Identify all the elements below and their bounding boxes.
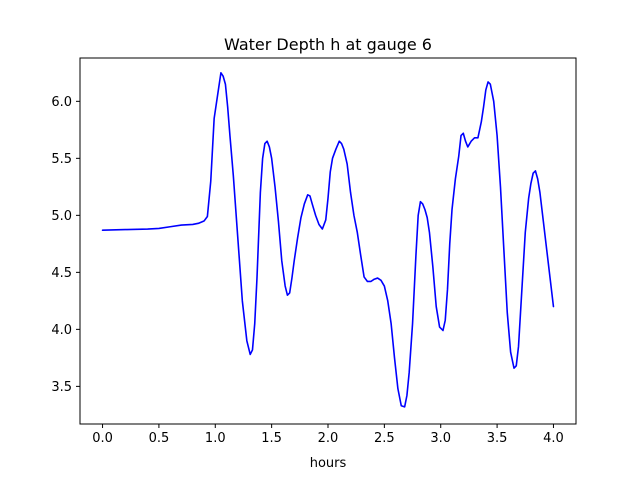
x-tick-label: 2.0 xyxy=(318,431,339,446)
y-tick-label: 5.0 xyxy=(51,209,72,224)
y-tick-label: 3.5 xyxy=(51,380,72,395)
x-tick-label: 1.5 xyxy=(261,431,282,446)
x-axis-label: hours xyxy=(310,456,347,471)
y-tick-label: 4.5 xyxy=(51,266,72,281)
x-tick-label: 4.0 xyxy=(543,431,564,446)
x-tick-label: 1.0 xyxy=(205,431,226,446)
y-tick-label: 4.0 xyxy=(51,323,72,338)
y-tick-label: 6.0 xyxy=(51,95,72,110)
x-axis-ticks: 0.0 0.5 1.0 1.5 2.0 2.5 3.0 3.5 4.0 xyxy=(92,424,564,446)
x-tick-label: 2.5 xyxy=(374,431,395,446)
x-tick-label: 3.5 xyxy=(487,431,508,446)
y-tick-label: 5.5 xyxy=(51,152,72,167)
chart-title: Water Depth h at gauge 6 xyxy=(224,35,432,54)
x-tick-label: 0.5 xyxy=(149,431,170,446)
y-axis-ticks: 3.5 4.0 4.5 5.0 5.5 6.0 xyxy=(51,95,80,395)
series-layer xyxy=(101,72,555,408)
series-line-0 xyxy=(101,72,555,408)
x-tick-label: 3.0 xyxy=(430,431,451,446)
x-tick-label: 0.0 xyxy=(92,431,113,446)
